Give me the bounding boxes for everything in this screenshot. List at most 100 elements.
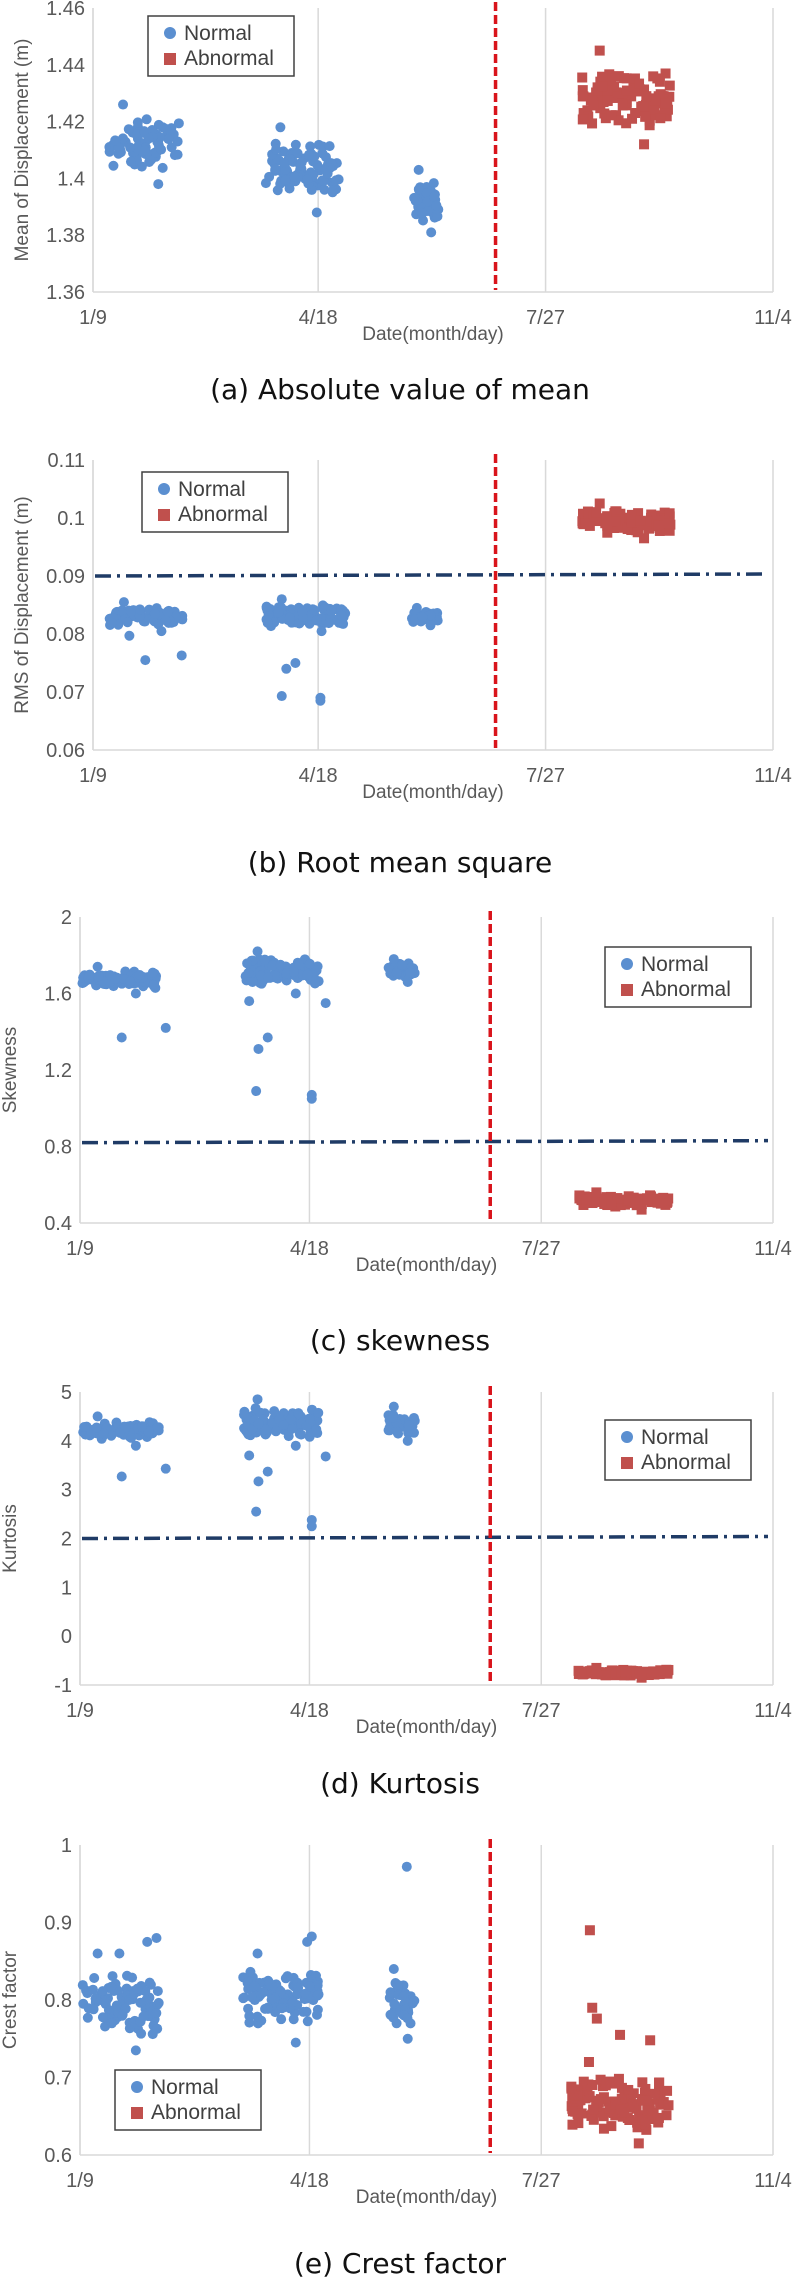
data-point (600, 1670, 611, 1681)
data-point (567, 2119, 578, 2130)
data-point (316, 626, 327, 637)
data-point (662, 2085, 673, 2096)
data-point (650, 95, 661, 106)
data-point (388, 1412, 399, 1423)
data-point (110, 135, 121, 146)
data-point (147, 967, 158, 978)
data-point (304, 1413, 315, 1424)
data-point (134, 604, 145, 615)
data-point (311, 1424, 322, 1435)
data-point (584, 2091, 595, 2102)
data-point (605, 73, 616, 84)
data-point (88, 2004, 99, 2015)
data-point (600, 2080, 611, 2091)
data-point (125, 976, 136, 987)
data-point (602, 95, 613, 106)
x-tick-label: 7/27 (522, 2170, 561, 2192)
data-point (297, 606, 308, 617)
data-point (125, 156, 136, 167)
data-point (630, 108, 641, 119)
data-point (130, 988, 141, 999)
data-point (162, 606, 173, 617)
data-point (629, 73, 640, 84)
data-point (280, 174, 291, 185)
data-point (267, 960, 278, 971)
data-point (262, 1466, 273, 1477)
data-point (313, 1407, 324, 1418)
data-point (640, 2119, 651, 2130)
y-tick-label: 0.7 (44, 2068, 72, 2090)
data-point (262, 617, 273, 628)
data-point (125, 142, 136, 153)
data-point (619, 73, 630, 84)
data-point (139, 126, 150, 137)
data-point (294, 1428, 305, 1439)
data-point (106, 2018, 117, 2029)
data-point (599, 1198, 610, 1209)
legend-marker-normal (621, 1431, 633, 1443)
data-point (320, 165, 331, 176)
caption-e: (e) Crest factor (293, 2247, 507, 2280)
data-point (624, 2114, 635, 2125)
data-point (654, 525, 665, 536)
data-point (245, 1966, 256, 1977)
data-point (106, 617, 117, 628)
data-point (289, 171, 300, 182)
x-tick-label: 11/4 (754, 765, 791, 787)
data-point (648, 2107, 659, 2118)
data-point (642, 1194, 653, 1205)
data-point (276, 2014, 287, 2025)
data-point (639, 84, 650, 95)
data-point (284, 183, 295, 194)
data-point (653, 2094, 664, 2105)
chart-panel-a: 1.36 1.38 1.4 1.42 1.44 1.46 1/9 4/18 7/27 11/4 Da… (0, 0, 800, 430)
data-point (660, 1665, 671, 1676)
y-tick-label: 1.42 (46, 112, 85, 134)
data-point (613, 2073, 624, 2084)
data-point (336, 610, 347, 621)
data-point (98, 1428, 109, 1439)
data-point (111, 2000, 122, 2011)
data-point (298, 2006, 309, 2017)
data-point (594, 2107, 605, 2118)
data-point (655, 1198, 666, 1209)
data-point (664, 508, 675, 519)
data-point (244, 1450, 255, 1461)
legend-marker-abnormal (621, 984, 633, 996)
data-point (290, 1440, 301, 1451)
data-point (116, 1032, 127, 1043)
data-point (589, 1196, 600, 1207)
data-point (108, 160, 119, 171)
data-point (566, 2083, 577, 2094)
data-point (604, 2103, 615, 2114)
data-point (163, 134, 174, 145)
data-point (276, 2003, 287, 2014)
series-normal (77, 1861, 420, 2056)
data-point (320, 998, 331, 1009)
data-point (649, 2088, 660, 2099)
y-tick-label: 0.6 (44, 2145, 72, 2167)
data-point (661, 1195, 672, 1206)
data-point (97, 2012, 108, 2023)
y-tick-label: 0.08 (46, 624, 85, 646)
data-point (612, 1193, 623, 1204)
data-point (296, 157, 307, 168)
data-point (401, 1861, 412, 1872)
x-tick-label: 11/4 (754, 307, 791, 329)
data-point (597, 81, 608, 92)
data-point (140, 655, 151, 666)
data-point (397, 960, 408, 971)
data-point (144, 1977, 155, 1988)
data-point (634, 1667, 645, 1678)
data-point (623, 2084, 634, 2095)
data-point (262, 972, 273, 983)
data-point (293, 1408, 304, 1419)
data-point (577, 72, 588, 83)
x-tick-label: 4/18 (299, 765, 338, 787)
data-point (82, 2012, 93, 2023)
data-point (608, 523, 619, 534)
data-point (84, 969, 95, 980)
data-point (92, 1948, 103, 1959)
